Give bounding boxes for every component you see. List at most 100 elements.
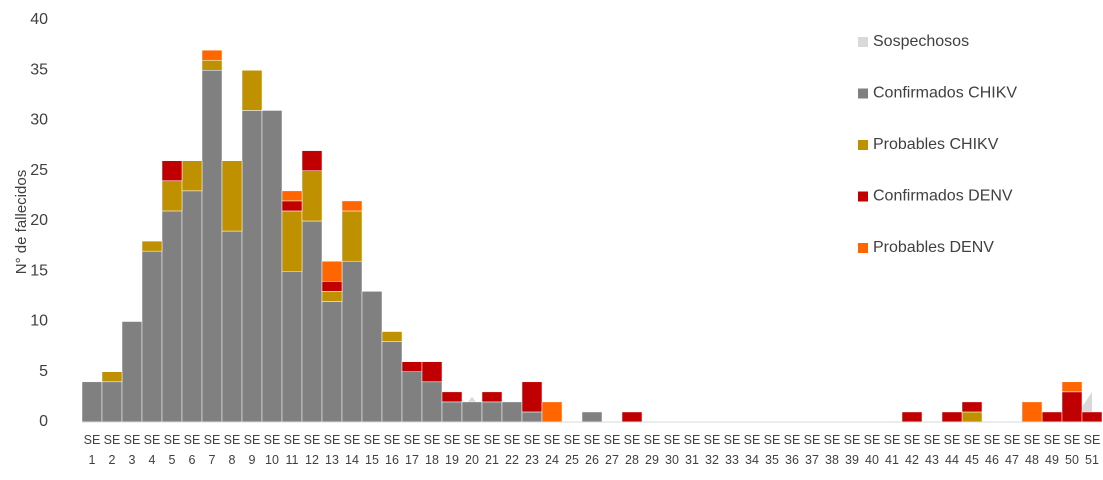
x-tick-label: SE 43 — [923, 433, 941, 467]
x-tick-label: SE 23 — [523, 433, 541, 467]
bar-segment — [221, 230, 243, 423]
x-tick-label: SE 37 — [803, 433, 821, 467]
x-tick-label: SE 5 — [163, 433, 181, 467]
x-tick-label: SE 15 — [363, 433, 381, 467]
x-tick-label: SE 10 — [263, 433, 281, 467]
x-tick-label: SE 33 — [723, 433, 741, 467]
bar-segment — [281, 190, 303, 202]
y-tick-label: 15 — [30, 262, 48, 279]
bar-segment — [501, 401, 523, 423]
x-tick-label: SE 31 — [683, 433, 701, 467]
y-tick-label: 10 — [30, 313, 48, 330]
legend-marker — [858, 140, 868, 150]
x-tick-label: SE 4 — [143, 433, 161, 467]
bar-segment — [121, 321, 143, 423]
bar-segment — [401, 361, 423, 373]
bar-segment — [461, 401, 483, 423]
x-tick-label: SE 21 — [483, 433, 501, 467]
legend-marker — [858, 191, 868, 202]
bar-segment — [141, 240, 163, 252]
x-tick-label: SE 40 — [863, 433, 881, 467]
legend-marker — [858, 243, 868, 253]
legend-label: Probables DENV — [873, 239, 994, 256]
bar-segment — [221, 160, 243, 232]
x-tick-label: SE 14 — [343, 433, 361, 467]
bar-segment — [361, 291, 383, 423]
bar-segment — [281, 210, 303, 272]
bar-segment — [281, 200, 303, 212]
bar-segment — [101, 381, 123, 423]
legend-label: Probables CHIKV — [873, 136, 999, 153]
x-tick-label: SE 13 — [323, 433, 341, 467]
bar-segment — [341, 260, 363, 423]
bar-segment — [581, 411, 603, 423]
x-tick-label: SE 49 — [1043, 433, 1061, 467]
bar-segment — [261, 110, 283, 423]
bar-segment — [161, 180, 183, 212]
bar-segment — [421, 381, 443, 423]
bar-segment — [201, 49, 223, 61]
x-tick-label: SE 38 — [823, 433, 841, 467]
x-tick-label: SE 35 — [763, 433, 781, 467]
x-tick-label: SE 1 — [83, 433, 101, 467]
bar-segment — [541, 401, 563, 423]
legend-label: Sospechosos — [873, 33, 969, 50]
x-tick-label: SE 19 — [443, 433, 461, 467]
x-tick-label: SE 34 — [743, 433, 761, 467]
x-tick-label: SE 16 — [383, 433, 401, 467]
x-tick-label: SE 7 — [203, 433, 221, 467]
bar-segment — [481, 401, 503, 423]
x-tick-label: SE 12 — [303, 433, 321, 467]
y-tick-label: 20 — [30, 212, 48, 229]
bar-segment — [1041, 411, 1063, 423]
x-tick-label: SE 18 — [423, 433, 441, 467]
bar-segment — [421, 361, 443, 383]
x-tick-label: SE 2 — [103, 433, 121, 467]
x-tick-label: SE 44 — [943, 433, 961, 467]
bar-segment — [321, 301, 343, 423]
bar-segment — [1061, 391, 1083, 423]
bar-segment — [161, 160, 183, 182]
bar-segment — [621, 411, 643, 423]
bar-segment — [441, 401, 463, 423]
x-tick-label: SE 8 — [223, 433, 241, 467]
bar-segment — [301, 150, 323, 171]
bar-segment — [941, 411, 963, 423]
x-tick-label: SE 36 — [783, 433, 801, 467]
x-tick-label: SE 47 — [1003, 433, 1021, 467]
bar-segment — [321, 260, 343, 282]
bar-segment — [961, 411, 983, 423]
bar-segment — [201, 70, 223, 423]
x-tick-label: SE 42 — [903, 433, 921, 467]
bar-segment — [441, 391, 463, 403]
y-tick-label: 30 — [30, 112, 48, 129]
x-tick-label: SE 45 — [963, 433, 981, 467]
bar-segment — [381, 331, 403, 342]
bar-segment — [141, 250, 163, 423]
bar-segment — [341, 200, 363, 212]
bar-segment — [901, 411, 923, 423]
bar-segment — [1081, 411, 1103, 423]
bar-segment — [201, 59, 223, 71]
bar-segment — [1021, 401, 1043, 423]
bar-segment — [241, 70, 263, 111]
x-tick-label: SE 30 — [663, 433, 681, 467]
legend-label: Confirmados DENV — [873, 188, 1013, 205]
bar-segment — [401, 371, 423, 423]
x-tick-label: SE 26 — [583, 433, 601, 467]
y-tick-label: 25 — [30, 162, 48, 179]
x-tick-label: SE 9 — [243, 433, 261, 467]
y-tick-label: 5 — [39, 363, 48, 380]
bar-segment — [281, 271, 303, 423]
x-tick-label: SE 39 — [843, 433, 861, 467]
x-tick-label: SE 48 — [1023, 433, 1041, 467]
x-tick-label: SE 3 — [123, 433, 141, 467]
bar-segment — [241, 110, 263, 423]
x-tick-label: SE 41 — [883, 433, 901, 467]
bar-segment — [481, 391, 503, 403]
bar-segment — [381, 341, 403, 423]
x-tick-label: SE 11 — [283, 433, 301, 467]
bar-segment — [181, 160, 203, 192]
